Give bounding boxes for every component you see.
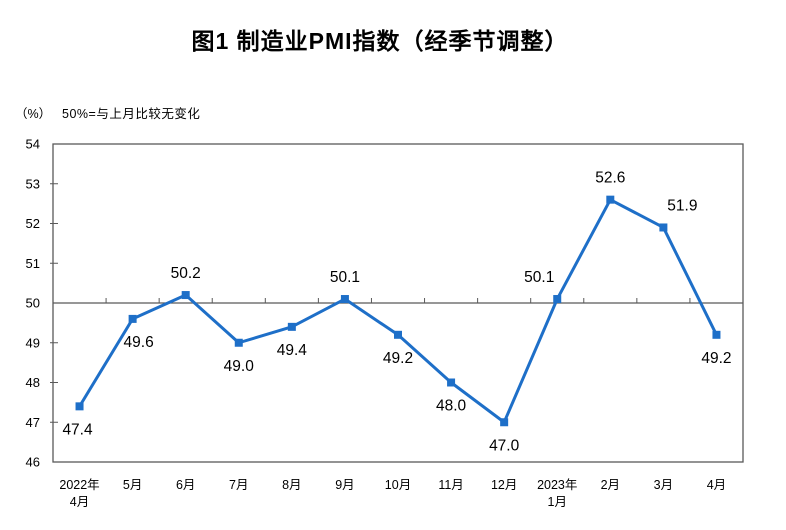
y-axis-tick-label: 53: [26, 176, 40, 191]
data-point-marker: [75, 402, 84, 411]
data-point-label: 49.2: [701, 350, 731, 367]
x-axis-category-label: 2022年 4月: [59, 478, 99, 509]
data-point-marker: [287, 322, 296, 331]
data-point-marker: [712, 330, 721, 339]
data-point-label: 47.4: [62, 421, 93, 438]
data-point-label: 50.1: [524, 269, 554, 286]
data-point-marker: [181, 291, 190, 300]
data-point-label: 49.4: [277, 342, 308, 359]
data-point-marker: [394, 330, 402, 339]
y-axis-tick-label: 47: [26, 415, 40, 430]
x-axis-category-label: 4月: [707, 478, 726, 492]
x-axis-category-label: 6月: [176, 478, 195, 492]
data-point-label: 49.6: [124, 334, 154, 351]
x-axis-category-label: 10月: [385, 478, 411, 492]
data-point-marker: [659, 223, 668, 232]
y-axis-tick-label: 49: [26, 335, 40, 350]
y-axis-tick-label: 51: [26, 256, 40, 271]
x-axis-category-label: 9月: [335, 478, 354, 492]
data-point-label: 50.1: [330, 269, 360, 286]
pmi-series-line: [78, 198, 718, 424]
y-axis-tick-label: 54: [26, 137, 40, 152]
data-point-marker: [447, 378, 456, 387]
y-axis-tick-label: 52: [26, 216, 40, 231]
data-point-marker: [340, 295, 349, 304]
data-point-marker: [553, 295, 562, 304]
x-axis-category-label: 11月: [438, 478, 463, 492]
y-axis-tick-label: 46: [26, 455, 40, 470]
x-axis-category-label: 8月: [282, 478, 301, 492]
data-point-marker: [234, 338, 243, 347]
data-point-label: 52.6: [595, 170, 625, 187]
data-point-marker: [128, 314, 137, 323]
data-point-label: 49.0: [224, 358, 255, 375]
data-point-marker: [500, 418, 509, 427]
x-axis-category-label: 2月: [601, 478, 620, 492]
data-point-label: 47.0: [489, 437, 520, 454]
data-point-marker: [606, 195, 615, 204]
reference-line-note: 50%=与上月比较无变化: [62, 107, 201, 121]
y-axis-tick-label: 48: [26, 375, 40, 390]
x-axis-category-label: 7月: [229, 478, 248, 492]
y-axis-tick-label: 50: [26, 296, 40, 311]
data-point-label: 50.2: [171, 265, 201, 282]
chart-title: 图1 制造业PMI指数（经季节调整）: [191, 28, 569, 54]
x-axis-category-label: 5月: [123, 478, 142, 492]
x-axis-category-label: 2023年 1月: [537, 478, 577, 509]
x-axis-category-label: 3月: [654, 478, 673, 492]
data-point-label: 48.0: [436, 398, 467, 415]
y-axis-unit-label: （%）: [15, 107, 52, 121]
x-axis-category-label: 12月: [491, 478, 517, 492]
data-point-label: 51.9: [667, 197, 697, 214]
data-point-label: 49.2: [383, 350, 413, 367]
